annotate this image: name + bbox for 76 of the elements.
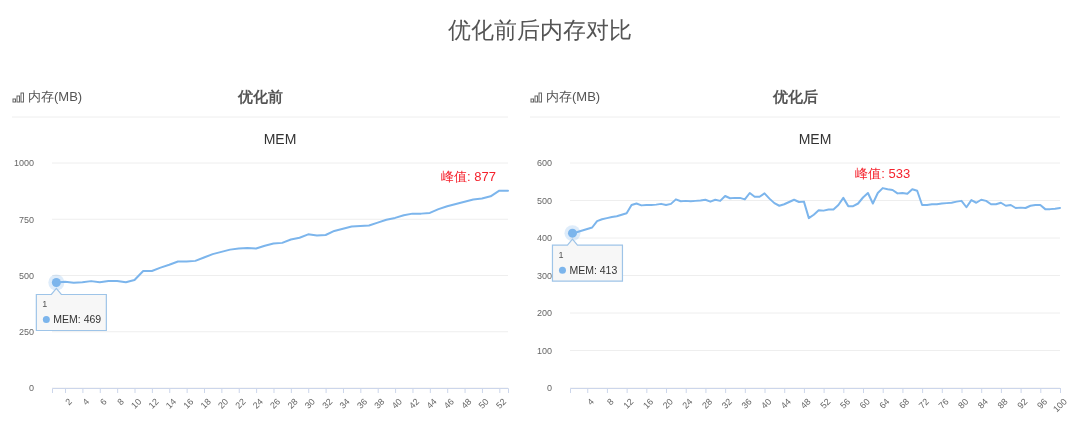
y-axis-title: 内存(MB) <box>546 89 601 104</box>
y-tick-label: 100 <box>536 345 552 356</box>
x-tick-label: 100 <box>1051 396 1069 415</box>
chart-title: 优化后 <box>771 88 818 105</box>
x-tick-label: 26 <box>268 396 283 411</box>
x-tick-label: 96 <box>1034 396 1050 411</box>
x-tick-label: 20 <box>216 396 231 411</box>
x-tick-label: 18 <box>198 396 213 411</box>
x-tick-label: 92 <box>1015 396 1030 411</box>
annotation: 1 <box>42 299 48 310</box>
x-tick-label: 12 <box>621 396 636 411</box>
x-tick-label: 20 <box>660 396 675 411</box>
x-tick-label: 4 <box>80 396 92 408</box>
x-tick-label: 76 <box>936 396 951 411</box>
y-tick-label: 0 <box>546 383 552 394</box>
x-tick-label: 10 <box>129 396 144 411</box>
x-tick-label: 48 <box>459 396 474 411</box>
x-tick-label: 14 <box>163 396 179 411</box>
x-tick-label: 56 <box>838 396 853 411</box>
x-tick-label: 40 <box>759 396 774 411</box>
y-tick-label: 600 <box>536 158 552 169</box>
annotation: MEM: 413 <box>569 264 618 277</box>
x-tick-label: 50 <box>476 396 491 411</box>
x-tick-label: 38 <box>372 396 387 411</box>
annotation: 峰值: 877 <box>441 168 496 184</box>
x-tick-label: 42 <box>407 396 422 411</box>
chart-title: 优化前 <box>236 88 283 105</box>
x-tick-label: 34 <box>337 396 352 411</box>
x-tick-label: 22 <box>233 396 248 411</box>
y-tick-label: 750 <box>18 214 34 225</box>
x-tick-label: 28 <box>285 396 300 411</box>
x-tick-label: 64 <box>877 396 892 411</box>
x-tick-label: 52 <box>818 396 833 411</box>
chart-subtitle: MEM <box>798 131 832 147</box>
chart-subtitle: MEM <box>263 131 297 147</box>
annotation: 1 <box>558 250 564 261</box>
x-tick-label: 28 <box>700 396 715 411</box>
x-tick-label: 44 <box>424 396 439 411</box>
x-tick-label: 8 <box>115 396 126 408</box>
text: 优化前后内存对比 <box>448 17 632 43</box>
x-tick-label: 12 <box>146 396 161 411</box>
x-tick-label: 16 <box>641 396 656 411</box>
x-tick-label: 36 <box>739 396 754 411</box>
annotation: MEM: 469 <box>53 313 102 326</box>
y-tick-label: 200 <box>536 308 552 319</box>
y-tick-label: 500 <box>18 270 34 281</box>
y-axis-title: 内存(MB) <box>28 89 83 104</box>
x-tick-label: 40 <box>389 396 404 411</box>
x-tick-label: 30 <box>302 396 318 411</box>
x-tick-label: 16 <box>181 396 196 411</box>
x-tick-label: 4 <box>585 396 597 408</box>
x-tick-label: 46 <box>441 396 457 411</box>
x-tick-label: 6 <box>98 396 109 408</box>
x-tick-label: 36 <box>355 396 370 411</box>
x-tick-label: 44 <box>778 396 794 411</box>
x-tick-label: 68 <box>897 396 912 411</box>
y-tick-label: 300 <box>536 270 552 281</box>
x-tick-label: 32 <box>320 396 335 411</box>
x-tick-label: 2 <box>63 396 74 408</box>
y-tick-label: 400 <box>536 233 552 244</box>
x-tick-label: 60 <box>857 396 872 411</box>
x-tick-label: 8 <box>605 396 616 408</box>
x-tick-label: 48 <box>798 396 813 411</box>
y-tick-label: 0 <box>28 383 34 394</box>
x-tick-label: 32 <box>719 396 734 411</box>
x-tick-label: 24 <box>680 396 695 411</box>
x-tick-label: 24 <box>250 396 265 411</box>
x-tick-label: 72 <box>916 396 931 411</box>
x-tick-label: 88 <box>995 396 1010 411</box>
annotation: 峰值: 533 <box>855 166 911 182</box>
x-tick-label: 52 <box>494 396 509 411</box>
y-tick-label: 500 <box>536 195 552 206</box>
y-tick-label: 1000 <box>13 158 34 169</box>
x-tick-label: 84 <box>975 396 991 411</box>
y-tick-label: 250 <box>18 327 34 338</box>
x-tick-label: 80 <box>956 396 971 411</box>
